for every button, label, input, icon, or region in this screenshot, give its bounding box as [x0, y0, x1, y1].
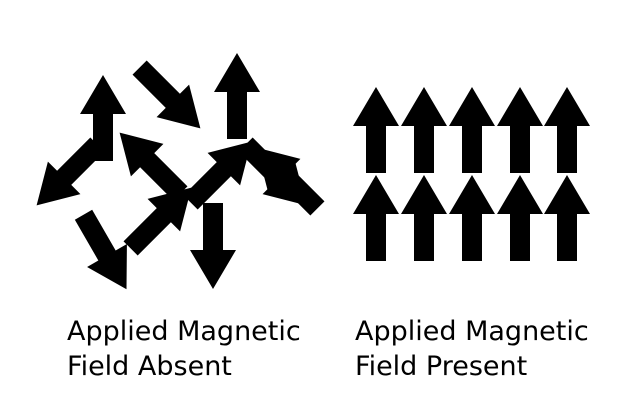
- caption-field-present: Applied Magnetic Field Present: [355, 314, 635, 384]
- caption-absent-line2: Field Absent: [67, 351, 232, 382]
- caption-field-absent: Applied Magnetic Field Absent: [67, 314, 347, 384]
- arrow-icon: [256, 147, 325, 216]
- arrow-icon: [544, 175, 590, 261]
- aligned-arrows-group: [353, 87, 590, 261]
- arrow-icon: [74, 209, 127, 290]
- arrow-icon: [449, 87, 495, 173]
- arrow-icon: [183, 141, 252, 210]
- arrow-icon: [353, 175, 399, 261]
- arrow-icon: [497, 175, 543, 261]
- caption-present-line1: Applied Magnetic: [355, 316, 589, 347]
- arrow-icon: [353, 87, 399, 173]
- arrow-icon: [132, 60, 201, 129]
- arrow-icon: [401, 87, 447, 173]
- arrow-icon: [190, 203, 236, 289]
- arrow-icon: [80, 75, 126, 161]
- random-arrows-group: [36, 53, 325, 290]
- arrow-icon: [497, 87, 543, 173]
- arrow-icon: [449, 175, 495, 261]
- caption-present-line2: Field Present: [355, 351, 528, 382]
- arrow-icon: [544, 87, 590, 173]
- arrow-icon: [401, 175, 447, 261]
- arrow-icon: [123, 187, 192, 256]
- arrow-icon: [36, 137, 105, 206]
- caption-absent-line1: Applied Magnetic: [67, 316, 301, 347]
- arrow-icon: [214, 53, 260, 139]
- arrow-icon: [119, 132, 188, 201]
